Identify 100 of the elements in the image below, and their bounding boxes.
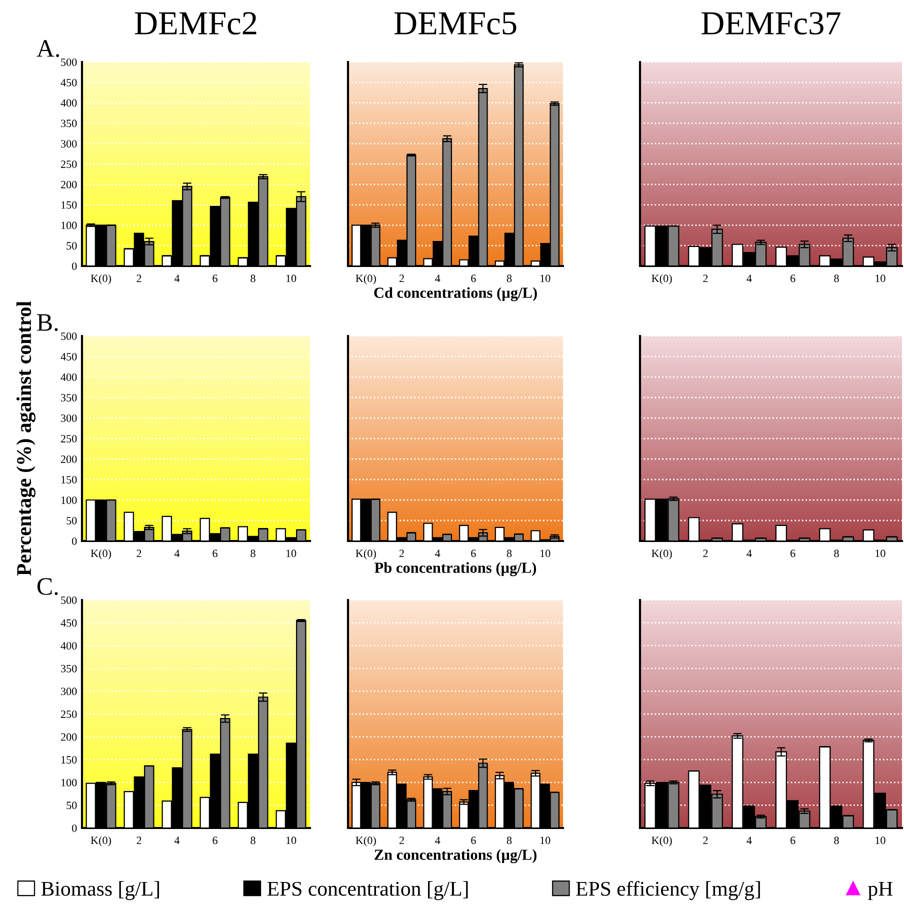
x-tick-label: 6 [790,550,796,558]
x-tick-label: 4 [435,836,440,844]
x-axis-title: Zn concentrations (µg/L) [374,849,536,864]
x-tick-label: K(0) [652,549,672,560]
x-tick-label: 6 [471,836,476,844]
x-tick-label: 8 [250,836,256,844]
x-tick-label: 8 [250,274,256,282]
y-tick-label: 500 [61,58,77,66]
legend-label: EPS concentration [g/L] [267,881,468,900]
x-tick-label: 6 [212,836,218,844]
x-tick-label: 10 [876,274,886,282]
y-tick-label: 200 [60,455,77,463]
x-tick-label: 2 [136,550,142,558]
y-tick-label: 400 [60,642,77,650]
y-tick-label: 250 [60,710,77,718]
text: B. [37,314,58,332]
x-tick-label: 8 [834,836,839,844]
x-tick-label: K(0) [652,274,672,284]
x-tick-label: 2 [136,274,142,282]
chart-title: DEMFc37 [702,12,840,35]
x-tick-label: K(0) [356,549,376,560]
x-tick-label: 2 [703,836,708,844]
y-tick-label: 250 [60,160,77,168]
legend-label: EPS efficiency [mg/g] [576,880,760,900]
legend-label: Biomass [g/L] [41,881,159,900]
y-tick-label: 450 [60,352,77,360]
x-tick-label: 10 [286,836,296,844]
y-tick-label: 100 [61,222,77,230]
y-tick-label: 50 [66,242,77,250]
x-tick-label: 4 [746,550,752,558]
y-tick-label: 400 [60,373,77,381]
x-tick-label: 10 [876,836,886,844]
y-tick-label: 350 [61,120,77,128]
y-tick-label: 0 [72,537,77,545]
x-tick-label: 2 [136,836,142,844]
chart-title: DEMFc2 [134,12,256,35]
y-tick-label: 150 [61,201,77,209]
x-tick-label: 4 [746,836,752,844]
y-tick-label: 150 [61,756,77,764]
chart-title: DEMFc5 [394,12,516,35]
y-axis-title: Percentage (%) against control [16,301,36,576]
x-tick-label: 2 [703,274,708,282]
x-tick-label: 6 [790,836,796,844]
x-tick-label: 2 [399,274,404,282]
text: A. [36,40,60,58]
x-tick-label: 4 [174,274,180,282]
x-tick-label: K(0) [90,549,111,560]
x-tick-label: 6 [212,274,218,282]
x-tick-label: 10 [540,274,550,282]
y-tick-label: 400 [60,99,77,107]
x-axis-title: Pb concentrations (µg/L) [374,562,536,576]
y-tick-label: 450 [60,78,77,86]
text: C. [37,578,58,596]
x-tick-label: 2 [703,550,708,558]
x-tick-label: 6 [790,274,796,282]
x-tick-label: 4 [746,274,752,282]
x-tick-label: 6 [212,550,218,558]
x-tick-label: 10 [540,836,550,844]
y-tick-label: 0 [72,824,77,832]
x-tick-label: K(0) [652,836,672,846]
x-tick-label: K(0) [90,836,111,846]
x-tick-label: 8 [250,550,256,558]
x-tick-label: 10 [286,550,296,558]
y-tick-label: 500 [61,332,77,340]
x-tick-label: 8 [506,274,512,282]
x-tick-label: 8 [506,550,512,558]
y-tick-label: 100 [61,778,77,786]
y-tick-label: 0 [72,262,77,270]
x-tick-label: 2 [399,550,404,558]
y-tick-label: 350 [61,394,77,402]
x-tick-label: 6 [471,550,476,558]
y-tick-label: 150 [61,476,77,484]
x-tick-label: 6 [471,274,476,282]
x-tick-label: 4 [435,274,440,282]
y-tick-label: 350 [61,664,77,672]
x-tick-label: K(0) [356,274,376,284]
y-tick-label: 200 [60,180,77,188]
y-tick-label: 300 [61,140,77,148]
x-tick-label: 10 [540,550,550,558]
y-tick-label: 250 [60,434,77,442]
x-tick-label: 4 [174,550,180,558]
x-tick-label: 10 [876,550,886,558]
legend-label: pH [868,882,893,900]
y-tick-label: 100 [61,496,77,504]
x-axis-title: Cd concentrations (µg/L) [374,287,537,302]
y-tick-label: 300 [61,414,77,422]
x-tick-label: 4 [435,550,440,558]
x-tick-label: K(0) [90,274,111,284]
x-tick-label: 8 [834,550,839,558]
y-tick-label: 200 [60,733,77,741]
x-tick-label: 10 [286,274,296,282]
y-tick-label: 450 [60,619,77,627]
x-tick-label: 2 [399,836,404,844]
y-tick-label: 500 [61,596,77,604]
y-tick-label: 50 [66,516,77,524]
x-tick-label: 8 [834,274,839,282]
y-tick-label: 300 [61,688,77,696]
y-tick-label: 50 [66,802,77,810]
x-tick-label: K(0) [356,836,376,846]
x-tick-label: 8 [506,836,512,844]
